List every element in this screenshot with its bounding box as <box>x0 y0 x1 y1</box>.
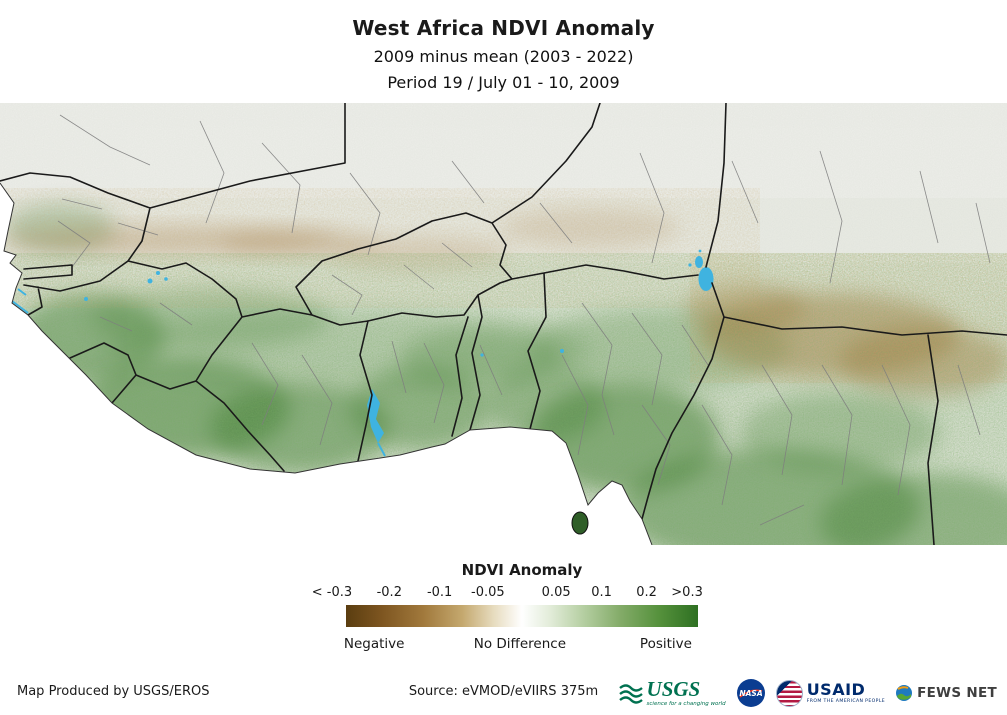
legend-tick: -0.05 <box>471 585 505 600</box>
legend-category-positive: Positive <box>639 636 692 652</box>
legend-scale: < -0.3 -0.2 -0.1 -0.05 0.05 0.1 0.2 >0.3… <box>312 585 703 654</box>
map-canvas <box>0 103 1007 545</box>
legend-tick: -0.2 <box>376 585 402 600</box>
usaid-roundel-icon <box>775 679 803 707</box>
ndvi-raster-texture <box>0 103 1007 545</box>
usgs-logo-tagline: science for a changing world <box>646 701 726 707</box>
logo-strip: USGS science for a changing world NASA U… <box>618 675 997 711</box>
usaid-logo-tagline: FROM THE AMERICAN PEOPLE <box>806 699 886 704</box>
coastline <box>0 182 653 545</box>
country-borders <box>0 103 1007 545</box>
footer: Map Produced by USGS/EROS Source: eVMOD/… <box>0 670 1007 715</box>
admin-boundaries <box>57 114 991 526</box>
source-text: Source: eVMOD/eVIIRS 375m <box>408 684 599 699</box>
nasa-logo-text: NASA <box>739 689 762 698</box>
usaid-logo-text: USAID <box>806 680 866 699</box>
usgs-logo: USGS science for a changing world <box>618 677 726 707</box>
legend-tick: >0.3 <box>671 585 703 600</box>
map-header: West Africa NDVI Anomaly 2009 minus mean… <box>0 16 1007 92</box>
legend-tick: 0.2 <box>636 585 657 600</box>
fews-net-logo: FEWS NET <box>895 684 997 702</box>
usaid-logo: USAID FROM THE AMERICAN PEOPLE <box>775 679 886 707</box>
bioko-island <box>571 511 589 535</box>
legend-tick-labels: < -0.3 -0.2 -0.1 -0.05 0.05 0.1 0.2 >0.3 <box>312 585 703 602</box>
legend-tick: 0.1 <box>591 585 612 600</box>
ndvi-map <box>0 103 1007 545</box>
usgs-wave-icon <box>618 684 643 704</box>
legend-gradient-bar <box>346 605 698 627</box>
legend-category-no-difference: No Difference <box>473 636 566 652</box>
land-area <box>0 103 1007 545</box>
fews-net-logo-text: FEWS NET <box>917 685 997 701</box>
legend: NDVI Anomaly < -0.3 -0.2 -0.1 -0.05 0.05… <box>312 561 722 654</box>
legend-category-labels: Negative No Difference Positive <box>343 636 698 654</box>
map-subtitle-line1: 2009 minus mean (2003 - 2022) <box>373 47 634 66</box>
nasa-logo: NASA <box>736 679 765 707</box>
map-subtitle-line2: Period 19 / July 01 - 10, 2009 <box>387 73 620 92</box>
legend-tick: -0.1 <box>426 585 453 600</box>
lake-chad <box>698 267 714 291</box>
usgs-logo-text: USGS <box>646 677 701 701</box>
legend-category-negative: Negative <box>343 636 405 652</box>
legend-tick: 0.05 <box>541 585 571 600</box>
map-title: West Africa NDVI Anomaly <box>352 16 655 40</box>
legend-tick: < -0.3 <box>311 585 353 600</box>
legend-title: NDVI Anomaly <box>461 561 583 579</box>
fews-net-globe-icon <box>896 685 913 701</box>
produced-by-text: Map Produced by USGS/EROS <box>17 684 210 699</box>
